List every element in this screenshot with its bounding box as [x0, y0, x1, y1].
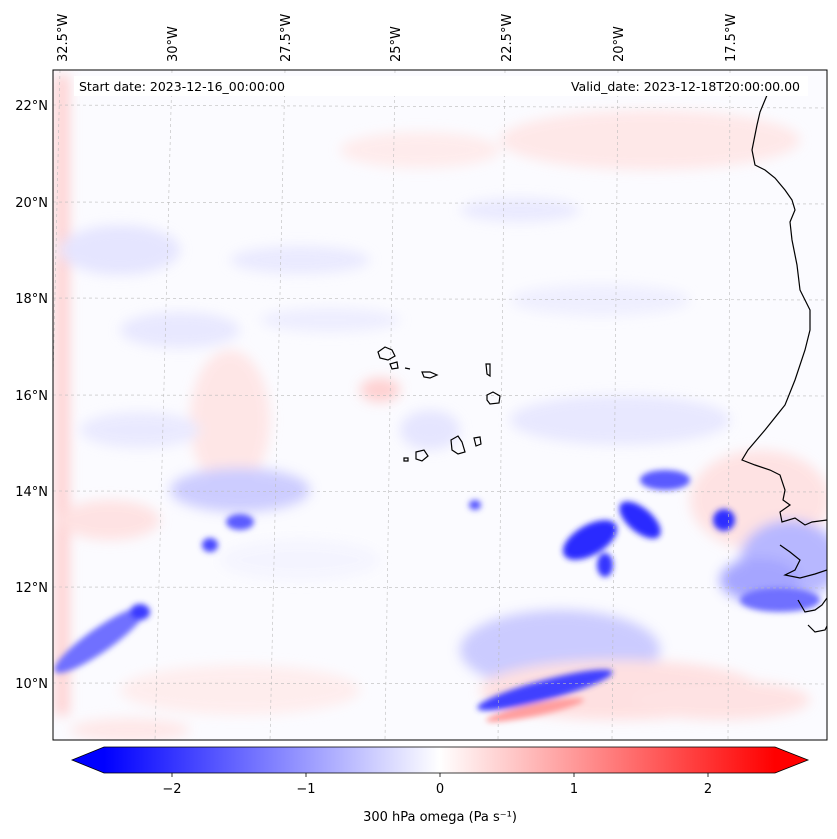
- lon-label-25w: 25°W: [389, 26, 404, 62]
- header-strip: [74, 76, 808, 96]
- longitude-labels: 32.5°W 30°W 27.5°W 25°W 22.5°W 20°W 17.5…: [56, 14, 739, 62]
- colorbar-tick-neg1: −1: [296, 782, 315, 797]
- colorbar-label: 300 hPa omega (Pa s⁻¹): [363, 810, 517, 825]
- lat-label-20n: 20°N: [15, 196, 48, 211]
- lat-label-22n: 22°N: [15, 99, 48, 114]
- lon-label-30w: 30°W: [166, 26, 181, 62]
- colorbar-extend-low: [72, 747, 104, 773]
- omega-field: [53, 70, 827, 740]
- map-panel: Start date: 2023-12-16_00:00:00 Valid_da…: [52, 69, 828, 741]
- colorbar-tick-neg2: −2: [162, 782, 181, 797]
- lon-label-32-5w: 32.5°W: [56, 14, 71, 62]
- colorbar-tick-1: 1: [570, 782, 578, 797]
- colorbar-outline: [70, 746, 810, 774]
- lon-label-20w: 20°W: [612, 26, 627, 62]
- lat-label-14n: 14°N: [15, 485, 48, 500]
- graticule: [53, 70, 827, 740]
- valid-date-text: Valid_date: 2023-12-18T20:00:00.00: [571, 79, 800, 94]
- colorbar-tick-2: 2: [704, 782, 712, 797]
- colorbar: −2 −1 0 1 2 300 hPa omega (Pa s⁻¹): [70, 746, 810, 825]
- colorbar-tick-0: 0: [436, 782, 444, 797]
- colorbar-extend-high: [775, 747, 808, 773]
- lat-label-16n: 16°N: [15, 389, 48, 404]
- lon-label-22-5w: 22.5°W: [500, 14, 515, 62]
- lon-label-17-5w: 17.5°W: [724, 14, 739, 62]
- lon-label-27-5w: 27.5°W: [279, 14, 294, 62]
- latitude-labels: 22°N 20°N 18°N 16°N 14°N 12°N 10°N: [15, 99, 48, 692]
- map-background: [53, 70, 827, 740]
- coastlines: [377, 87, 827, 633]
- start-date-text: Start date: 2023-12-16_00:00:00: [79, 79, 285, 94]
- map-frame: [52, 69, 828, 741]
- lat-label-10n: 10°N: [15, 677, 48, 692]
- lat-label-12n: 12°N: [15, 581, 48, 596]
- lat-label-18n: 18°N: [15, 292, 48, 307]
- colorbar-bar: [104, 747, 775, 773]
